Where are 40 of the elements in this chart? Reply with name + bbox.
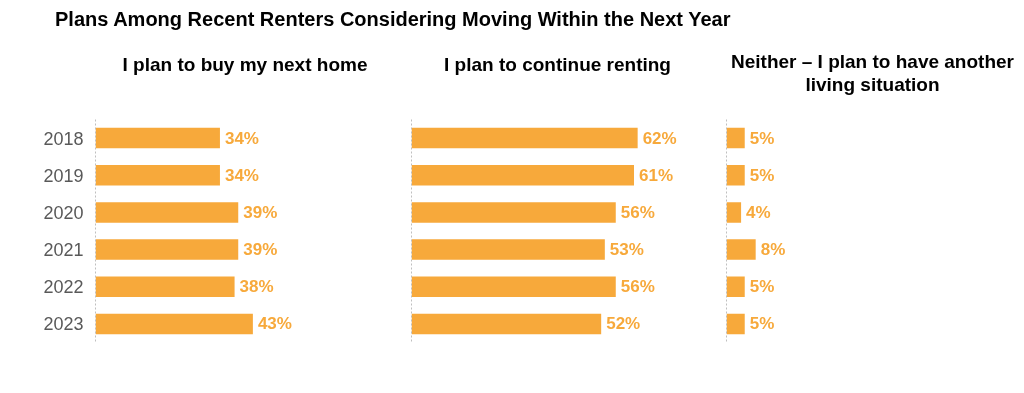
bar xyxy=(411,202,616,223)
bar xyxy=(411,127,638,149)
data-label: 5% xyxy=(749,165,775,185)
y-tick-label: 2023 xyxy=(43,314,84,335)
bar xyxy=(411,165,635,186)
data-label: 8% xyxy=(760,240,786,260)
y-tick-label: 2021 xyxy=(43,240,84,261)
bar xyxy=(411,313,602,335)
bar xyxy=(95,313,253,335)
text: Neither – I plan to have another living situation xyxy=(730,51,1015,97)
y-tick-label: 2018 xyxy=(43,128,84,149)
text: Plans Among Recent Renters Considering Moving Within the Next Year xyxy=(55,8,731,30)
data-label: 43% xyxy=(257,314,292,334)
y-tick-label: 2022 xyxy=(43,277,84,298)
data-label: 4% xyxy=(746,202,771,222)
y-tick-label: 2020 xyxy=(43,202,84,223)
bar xyxy=(95,239,239,260)
y-tick-label: 2019 xyxy=(43,165,84,186)
data-label: 56% xyxy=(620,277,655,297)
data-label: 5% xyxy=(749,128,775,148)
bar xyxy=(95,165,220,186)
data-label: 52% xyxy=(606,314,641,334)
bar xyxy=(95,202,239,223)
data-label: 34% xyxy=(224,165,259,185)
data-label: 56% xyxy=(620,202,655,222)
chart-subtitle: I plan to continue renting xyxy=(443,54,672,77)
chart-subtitle: I plan to buy my next home xyxy=(121,54,369,77)
bar xyxy=(95,127,220,149)
data-label: 5% xyxy=(749,277,775,297)
bar xyxy=(411,276,616,297)
data-label: 61% xyxy=(639,165,674,185)
data-label: 62% xyxy=(642,128,677,148)
bar xyxy=(411,239,605,260)
data-label: 39% xyxy=(243,240,278,260)
bar xyxy=(95,276,235,297)
data-label: 38% xyxy=(239,277,274,297)
data-label: 5% xyxy=(749,314,775,334)
data-label: 39% xyxy=(243,202,278,222)
data-label: 53% xyxy=(609,240,644,260)
data-label: 34% xyxy=(224,128,259,148)
